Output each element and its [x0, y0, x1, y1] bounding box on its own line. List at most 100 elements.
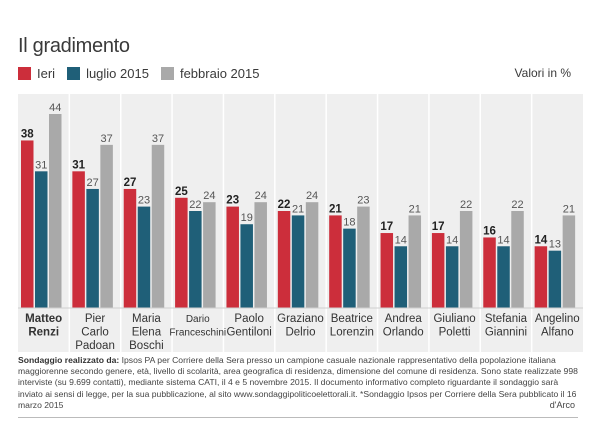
legend-swatch-febbraio — [160, 67, 174, 80]
category-label-line: Renzi — [28, 327, 59, 339]
category-label-line: Beatrice — [331, 313, 373, 325]
data-label: 21 — [563, 203, 575, 215]
category-label-line: Paolo — [234, 313, 263, 325]
bar-febbraio — [357, 206, 370, 308]
data-label: 27 — [86, 177, 98, 189]
bar-febbraio — [511, 211, 524, 308]
legend-swatch-ieri — [18, 67, 31, 80]
category-label-line: Giannini — [485, 327, 527, 339]
category-label-line: Padoan — [75, 340, 115, 352]
category-label: Paolo Gentiloni — [226, 313, 271, 339]
data-label: 16 — [483, 225, 496, 237]
data-label: 24 — [255, 190, 267, 202]
bar-ieri — [483, 237, 496, 308]
survey-note: Sondaggio realizzato da: Ipsos PA per Co… — [18, 355, 580, 411]
data-label: 14 — [497, 234, 509, 246]
bar-luglio — [497, 246, 510, 308]
bar-ieri — [380, 233, 394, 308]
bar-ieri — [72, 171, 85, 308]
category-label-line: Maria — [132, 313, 161, 325]
bar-luglio — [291, 215, 305, 308]
category-label-line: Angelino — [535, 313, 580, 325]
bar-luglio — [86, 188, 99, 308]
category-label-line: Boschi — [129, 340, 164, 352]
bar-luglio — [240, 224, 253, 308]
data-label: 21 — [329, 203, 342, 215]
survey-note-text: Ipsos PA per Corriere della Sera presso … — [18, 355, 578, 410]
category-label-line: Pier — [85, 313, 106, 325]
category-label-line: Giuliano — [433, 313, 475, 325]
data-label: 14 — [395, 234, 407, 246]
category-label: Stefania Giannini — [485, 313, 528, 339]
legend-item-luglio: luglio 2015 — [67, 66, 149, 81]
data-label: 17 — [432, 221, 445, 233]
credit: d'Arco — [549, 400, 575, 410]
bar-luglio — [35, 171, 48, 308]
category-label-line: Dario — [186, 314, 210, 325]
bar-febbraio — [151, 144, 165, 308]
legend-item-ieri: Ieri — [18, 66, 55, 81]
category-label-line: Carlo — [81, 327, 108, 339]
data-label: 31 — [35, 159, 47, 171]
data-label: 22 — [189, 199, 201, 211]
category-label: Dario Franceschini — [169, 314, 226, 339]
category-label: Matteo Renzi — [25, 313, 62, 339]
legend-swatch-luglio — [67, 67, 81, 80]
legend-label-ieri: Ieri — [37, 66, 56, 81]
bar-ieri — [431, 233, 445, 308]
bar-ieri — [534, 246, 548, 308]
bar-luglio — [137, 206, 151, 308]
category-label-line: Orlando — [383, 327, 424, 339]
category-label-line: Franceschini — [169, 328, 226, 339]
legend-label-luglio: luglio 2015 — [86, 66, 149, 81]
bar-luglio — [343, 228, 356, 308]
category-label: Pier Carlo Padoan — [75, 313, 115, 352]
legend-item-febbraio: febbraio 2015 — [160, 66, 260, 81]
data-label: 22 — [460, 199, 472, 211]
data-label: 13 — [549, 239, 561, 251]
bar-luglio — [445, 246, 459, 308]
category-label-line: Poletti — [439, 327, 471, 339]
category-label: Beatrice Lorenzin — [330, 313, 374, 339]
data-label: 23 — [138, 195, 150, 207]
category-label-line: Andrea — [385, 313, 423, 325]
category-label: Andrea Orlando — [383, 313, 424, 339]
data-label: 23 — [226, 195, 239, 207]
bar-febbraio — [459, 211, 473, 308]
bar-ieri — [226, 206, 239, 308]
data-label: 31 — [72, 159, 85, 171]
data-label: 22 — [511, 199, 523, 211]
category-label-line: Alfano — [541, 327, 574, 339]
separator — [18, 417, 578, 418]
bar-febbraio — [203, 202, 216, 308]
bar-ieri — [21, 140, 34, 308]
units-label: Valori in % — [514, 66, 571, 80]
bar-ieri — [277, 211, 291, 308]
bar-febbraio — [562, 215, 576, 308]
data-label: 24 — [203, 190, 215, 202]
legend-label-febbraio: febbraio 2015 — [179, 66, 260, 81]
data-label: 37 — [152, 133, 164, 145]
data-label: 23 — [357, 195, 369, 207]
data-label: 24 — [306, 190, 318, 202]
data-label: 18 — [343, 217, 355, 229]
bar-ieri — [123, 188, 137, 308]
survey-note-label: Sondaggio realizzato da: — [18, 355, 120, 365]
category-label-line: Delrio — [285, 327, 315, 339]
bar-luglio — [548, 250, 562, 308]
bar-luglio — [189, 211, 202, 308]
category-label: Giuliano Poletti — [433, 313, 475, 339]
category-label-line: Elena — [132, 327, 162, 339]
bar-febbraio — [305, 202, 319, 308]
bar-luglio — [394, 246, 408, 308]
bar-ieri — [329, 215, 342, 308]
data-label: 21 — [292, 203, 304, 215]
data-label: 25 — [175, 186, 188, 198]
data-label: 14 — [534, 234, 547, 246]
data-label: 17 — [380, 221, 393, 233]
data-label: 27 — [124, 177, 137, 189]
category-label: Maria Elena Boschi — [129, 313, 164, 352]
data-label: 44 — [49, 102, 61, 114]
data-label: 22 — [278, 199, 291, 211]
